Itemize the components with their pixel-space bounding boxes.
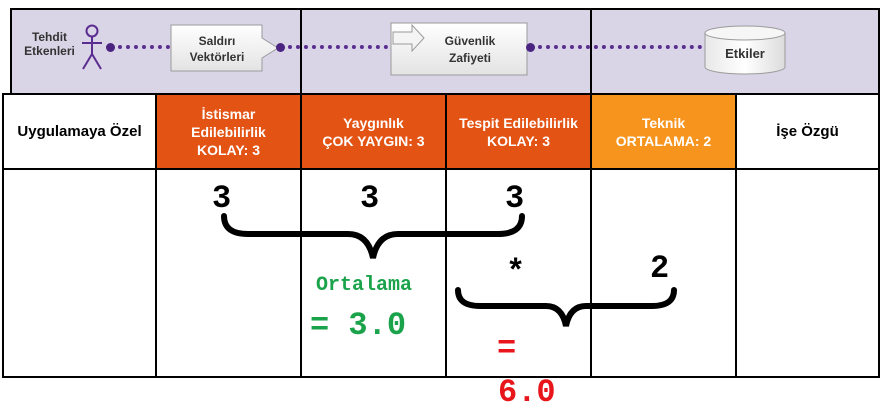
header-business-specific: İşe Özgü — [735, 93, 880, 170]
header-exploitability: İstismar Edilebilirlik KOLAY: 3 — [155, 93, 302, 170]
detectability-value: 3 — [505, 180, 525, 217]
equals-sign: = — [497, 330, 517, 367]
header-prevalence: Yaygınlık ÇOK YAYGIN: 3 — [300, 93, 447, 170]
impacts-label: Etkiler — [725, 46, 765, 61]
threat-agents-label: Tehdit Etkenleri — [24, 30, 75, 58]
multiply-sign: * — [506, 254, 526, 291]
body-cell — [155, 168, 302, 378]
connector-dot — [526, 43, 535, 52]
body-cell — [300, 168, 447, 378]
average-brace — [221, 213, 525, 259]
database-cylinder-icon — [704, 25, 786, 75]
prevalence-value: 3 — [360, 180, 380, 217]
dotted-connector — [538, 45, 702, 49]
product-brace — [455, 287, 677, 327]
security-weakness-arrow — [390, 22, 528, 76]
person-icon — [82, 24, 102, 70]
average-value: = 3.0 — [310, 307, 407, 344]
exploitability-value: 3 — [212, 180, 232, 217]
result-value: 6.0 — [498, 374, 556, 411]
body-cell — [735, 168, 880, 378]
technical-value: 2 — [650, 250, 670, 287]
attack-vectors-label: Saldırı Vektörleri — [189, 34, 245, 64]
attack-vectors-arrow — [170, 24, 279, 72]
body-cell — [445, 168, 592, 378]
connector-dot — [106, 43, 115, 52]
security-weakness-label: Güvenlik Zafiyeti — [444, 34, 496, 65]
header-technical-impact: Teknik ORTALAMA: 2 — [590, 93, 737, 170]
header-app-specific: Uygulamaya Özel — [2, 93, 157, 170]
header-detectability: Tespit Edilebilirlik KOLAY: 3 — [445, 93, 592, 170]
dotted-connector — [288, 45, 388, 49]
body-cell — [590, 168, 737, 378]
average-label: Ortalama — [316, 274, 413, 297]
connector-dot — [276, 43, 285, 52]
dotted-connector — [118, 45, 170, 49]
body-cell — [2, 168, 157, 378]
